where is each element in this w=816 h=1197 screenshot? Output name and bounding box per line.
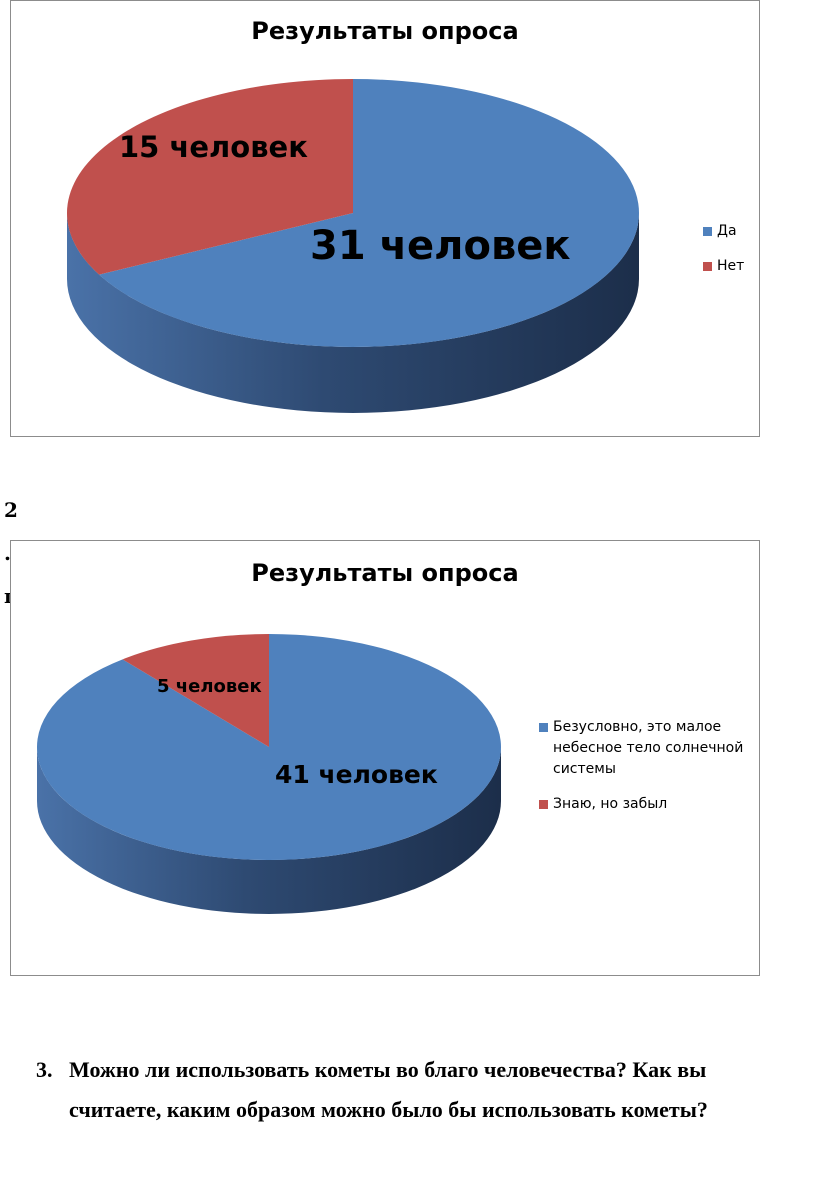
question-3: 3. Можно ли использовать кометы во благо… xyxy=(36,1050,796,1130)
pie-data-label: 31 человек xyxy=(310,223,571,269)
stray-dot: . xyxy=(4,541,11,565)
chart-1-title: Результаты опроса xyxy=(251,17,519,45)
pie-data-label: 41 человек xyxy=(275,760,438,789)
stray-number: 2 xyxy=(4,498,18,522)
pie-slice xyxy=(99,79,640,347)
pie-slice xyxy=(122,634,269,747)
legend-item: Да xyxy=(703,221,763,242)
chart-2-title: Результаты опроса xyxy=(251,559,519,587)
legend-item: Знаю, но забыл xyxy=(539,794,754,815)
pie-data-label: 5 человек xyxy=(157,676,262,697)
legend-swatch xyxy=(703,227,712,236)
pie-data-label: 15 человек xyxy=(119,130,308,164)
legend-item: Нет xyxy=(703,256,763,277)
legend-swatch xyxy=(539,800,548,809)
legend-label: Безусловно, это малое небесное тело солн… xyxy=(553,719,744,777)
chart-1-plot: 31 человек 15 человек xyxy=(66,79,640,413)
legend-label: Знаю, но забыл xyxy=(553,796,668,812)
chart-2-plot: 41 человек 5 человек xyxy=(36,634,502,914)
pie-side xyxy=(67,213,639,413)
legend-swatch xyxy=(703,262,712,271)
chart-1: Результаты опроса 31 человек 15 человек Д… xyxy=(10,0,760,437)
chart-1-legend: Да Нет xyxy=(703,221,763,291)
pie-slice xyxy=(66,79,353,275)
chart-2: Результаты опроса 41 человек 5 человек Бе… xyxy=(10,540,760,976)
question-number: 3. xyxy=(36,1057,53,1082)
question-text: Можно ли использовать кометы во благо че… xyxy=(69,1057,708,1122)
legend-item: Безусловно, это малое небесное тело солн… xyxy=(539,717,754,780)
legend-swatch xyxy=(539,723,548,732)
legend-label: Нет xyxy=(717,258,745,274)
chart-2-legend: Безусловно, это малое небесное тело солн… xyxy=(539,717,754,829)
pie-side xyxy=(37,747,501,914)
legend-label: Да xyxy=(717,223,737,239)
